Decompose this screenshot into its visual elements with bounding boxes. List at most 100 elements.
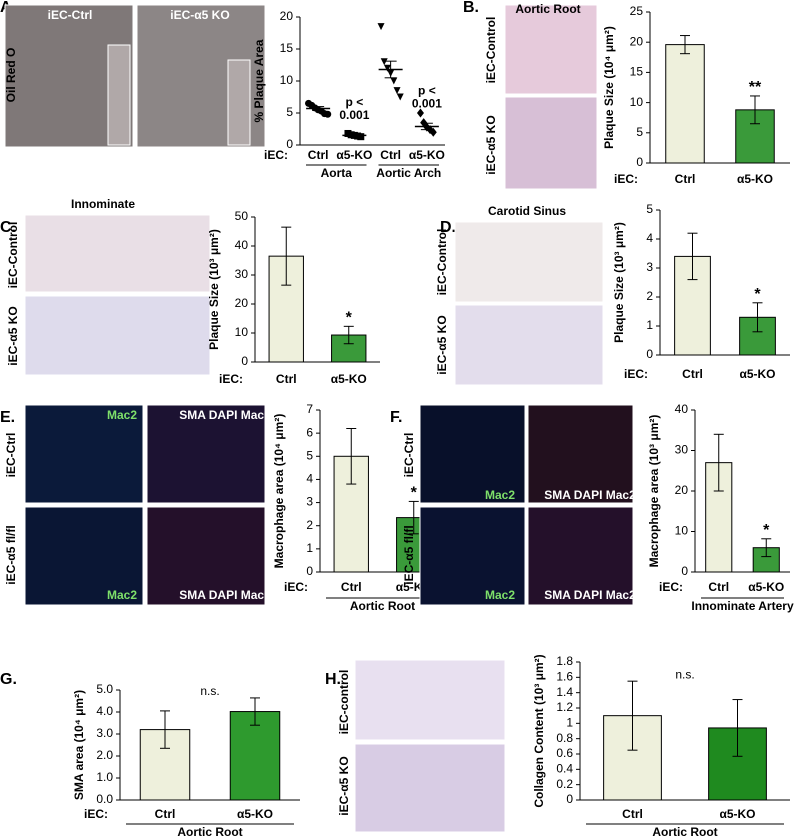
x-prefix: iEC: (624, 367, 648, 381)
y-tick-label: 5 (306, 448, 313, 462)
x-tick-label: Ctrl (276, 372, 297, 386)
y-tick-label: 25 (630, 4, 644, 18)
image-label: Mac2 (107, 588, 137, 602)
y-axis-title: Plaque Size (10³ μm²) (612, 222, 626, 343)
micrograph (24, 404, 144, 504)
image-label: SMA DAPI Mac2 (179, 588, 271, 602)
y-tick-label: 4 (646, 231, 653, 245)
y-tick-label: 0.4 (556, 762, 573, 776)
y-tick-label: 2.0 (96, 748, 113, 762)
significance: * (754, 286, 761, 303)
y-tick-label: 1 (646, 318, 653, 332)
y-tick-label: 0 (306, 564, 313, 578)
micrograph (354, 743, 506, 833)
image-label: iEC-Control (435, 229, 449, 296)
image-label: Mac2 (107, 408, 137, 422)
group-label: Innominate Artery (691, 599, 794, 613)
y-axis-title: SMA area (10⁴ μm²) (72, 690, 86, 800)
micrograph (146, 506, 266, 606)
y-tick-label: 10 (675, 524, 689, 538)
micrograph (24, 506, 144, 606)
data-point (396, 93, 404, 101)
image-label: Innominate (71, 197, 135, 211)
x-prefix: iEC: (84, 807, 108, 821)
y-tick-label: 40 (675, 402, 689, 416)
y-axis-title: Plaque Size (10⁴ μm²) (602, 26, 616, 149)
group-label: Aortic Root (350, 599, 415, 613)
y-tick-label: 0.6 (556, 746, 573, 760)
data-point (393, 87, 401, 95)
x-tick-label: α5-KO (719, 807, 755, 821)
image-label: SMA DAPI Mac2 (544, 588, 636, 602)
y-axis-title: Collagen Content (10³ μm²) (532, 654, 546, 807)
micrograph (454, 221, 604, 303)
x-tick-label: α5-KO (331, 372, 367, 386)
image-label: Mac2 (485, 488, 515, 502)
micrograph (504, 96, 598, 190)
x-tick-label: Ctrl (708, 580, 729, 594)
image-label: iEC-Ctrl (402, 433, 416, 478)
y-tick-label: 20 (280, 9, 294, 23)
image-label: Oil Red O (4, 48, 18, 103)
y-axis-title: Plaque Size (10³ μm²) (207, 229, 221, 350)
bar (665, 44, 705, 164)
panel-letter: H. (325, 671, 341, 688)
y-tick-label: 10 (280, 73, 294, 87)
panel-letter: F. (390, 409, 402, 426)
y-tick-label: 4 (306, 472, 313, 486)
x-tick-label: Ctrl (682, 367, 703, 381)
significance: * (763, 522, 770, 539)
y-tick-label: 1.0 (96, 770, 113, 784)
group-label: Aorta (321, 166, 353, 180)
y-tick-label: 3 (646, 260, 653, 274)
data-point (390, 77, 398, 85)
y-tick-label: 0.0 (96, 792, 113, 806)
data-point (357, 133, 365, 141)
y-tick-label: 0.2 (556, 777, 573, 791)
y-tick-label: 10 (235, 325, 249, 339)
y-tick-label: 1 (306, 541, 313, 555)
x-tick-label: α5-KO (409, 148, 445, 162)
annotation: n.s. (675, 667, 694, 681)
y-tick-label: 2 (306, 518, 313, 532)
image-label: iEC-α5 fl/fl (4, 525, 18, 584)
x-tick-label: α5-KO (737, 172, 773, 186)
y-tick-label: 0 (681, 564, 688, 578)
data-point (377, 23, 385, 31)
x-tick-label: Ctrl (380, 148, 401, 162)
y-tick-label: 1.6 (556, 670, 573, 684)
micrograph (227, 59, 251, 146)
image-label: SMA DAPI Mac2 (179, 408, 271, 422)
panel-letter: D. (440, 219, 456, 236)
data-point (416, 108, 424, 118)
p-value: p < (346, 95, 364, 109)
bar (229, 711, 281, 801)
image-label: iEC-α5 KO (435, 315, 449, 374)
p-value: 0.001 (412, 96, 442, 110)
data-point (380, 58, 388, 66)
panel-letter: G. (0, 671, 17, 688)
y-tick-label: 50 (235, 209, 249, 223)
y-tick-label: 6 (306, 425, 313, 439)
y-tick-label: 20 (675, 483, 689, 497)
image-label: iEC-α5 KO (337, 756, 351, 815)
y-tick-label: 0 (646, 347, 653, 361)
data-point (383, 64, 391, 72)
annotation: n.s. (200, 684, 219, 698)
y-tick-label: 5 (636, 125, 643, 139)
y-tick-label: 3 (306, 495, 313, 509)
y-axis-title: % Plaque Area (252, 39, 266, 122)
image-label: iEC-α5 KO (170, 8, 229, 22)
y-tick-label: 15 (630, 65, 644, 79)
micrograph (146, 404, 266, 504)
micrograph (419, 404, 526, 504)
image-label: iEC-α5 KO (6, 306, 20, 365)
y-tick-label: 30 (235, 267, 249, 281)
image-label: Mac2 (485, 588, 515, 602)
y-tick-label: 20 (630, 34, 644, 48)
x-prefix: iEC: (284, 580, 308, 594)
x-prefix: iEC: (219, 372, 243, 386)
panel-letter: B. (463, 0, 479, 16)
y-tick-label: 0.8 (556, 731, 573, 745)
y-tick-label: 7 (306, 402, 313, 416)
